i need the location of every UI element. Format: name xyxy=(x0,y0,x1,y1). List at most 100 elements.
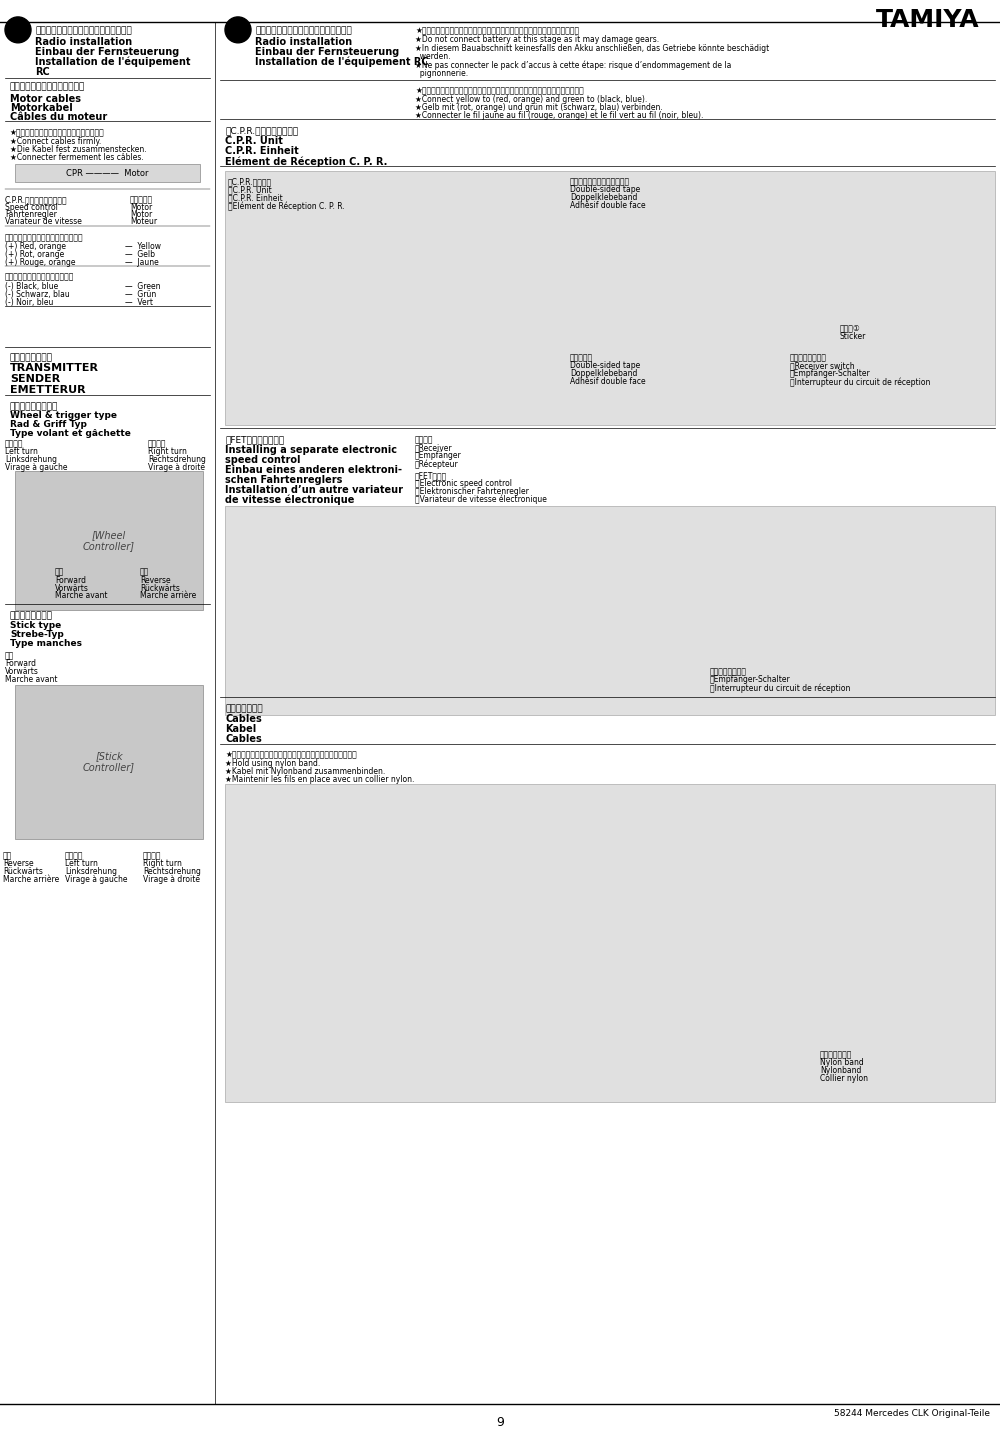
Text: Fahrtenregler: Fahrtenregler xyxy=(5,210,57,219)
Text: Doppelklebeband: Doppelklebeband xyxy=(570,193,637,202)
Text: Radio installation: Radio installation xyxy=(35,37,132,47)
Text: ＜ラジオコントロールメカのとりつけ＞: ＜ラジオコントロールメカのとりつけ＞ xyxy=(255,26,352,34)
Text: －（マイナス）コード（黒、青）: －（マイナス）コード（黒、青） xyxy=(5,273,74,282)
Text: ＜送信機の操作＞: ＜送信機の操作＞ xyxy=(10,353,53,362)
Text: Motor: Motor xyxy=(130,203,152,212)
Text: ★Maintenir les fils en place avec un collier nylon.: ★Maintenir les fils en place avec un col… xyxy=(225,774,414,784)
Text: —  Vert: — Vert xyxy=(125,298,153,306)
Text: 11: 11 xyxy=(9,23,27,36)
Text: C.P.R. Einheit: C.P.R. Einheit xyxy=(225,146,299,156)
Text: schen Fahrtenreglers: schen Fahrtenreglers xyxy=(225,475,342,485)
Text: Rückwärts: Rückwärts xyxy=(3,867,43,876)
Text: Cables: Cables xyxy=(225,734,262,744)
Text: RC: RC xyxy=(35,67,50,77)
Text: ★Die Kabel fest zusammenstecken.: ★Die Kabel fest zusammenstecken. xyxy=(10,146,147,155)
Text: (-) Schwarz, blau: (-) Schwarz, blau xyxy=(5,289,70,299)
Text: Right turn: Right turn xyxy=(148,446,187,456)
Bar xyxy=(15,471,203,611)
Text: ★Gelb mit (rot, orange) und grün mit (schwarz, blau) verbinden.: ★Gelb mit (rot, orange) und grün mit (sc… xyxy=(415,103,663,112)
Text: Radio installation: Radio installation xyxy=(255,37,352,47)
Text: Installation de l'équipement RC: Installation de l'équipement RC xyxy=(255,57,429,67)
Text: 左カーブ: 左カーブ xyxy=(65,851,84,860)
Text: ＞FETアンプ搭載例＜: ＞FETアンプ搭載例＜ xyxy=(225,435,284,444)
Text: EMETTERUR: EMETTERUR xyxy=(10,385,86,395)
Text: Motor cables: Motor cables xyxy=(10,93,81,103)
Text: Double-sided tape: Double-sided tape xyxy=(570,185,640,195)
Text: Kabel: Kabel xyxy=(225,724,256,734)
Text: —  Green: — Green xyxy=(125,282,160,290)
Text: ★Do not connect battery at this stage as it may damage gears.: ★Do not connect battery at this stage as… xyxy=(415,34,659,44)
Text: Marche arrière: Marche arrière xyxy=(3,876,59,884)
Text: 58244 Mercedes CLK Original-Teile: 58244 Mercedes CLK Original-Teile xyxy=(834,1410,990,1418)
Text: Double-sided tape: Double-sided tape xyxy=(570,362,640,371)
Text: Motor: Motor xyxy=(130,210,152,219)
Text: ＜ラジオコントロールメカのとりつけ＞: ＜ラジオコントロールメカのとりつけ＞ xyxy=(35,26,132,34)
Text: ．Empfänger-Schalter: ．Empfänger-Schalter xyxy=(710,675,791,684)
Text: 双面テープ: 双面テープ xyxy=(570,353,593,362)
Text: ★黄コードと赤（オレンジ）コード、緑コードと黒（青）コードをつなぎさす。: ★黄コードと赤（オレンジ）コード、緑コードと黒（青）コードをつなぎさす。 xyxy=(415,87,584,96)
Text: Sticker: Sticker xyxy=(840,332,866,341)
Text: 9: 9 xyxy=(496,1415,504,1430)
Text: Cables: Cables xyxy=(225,714,262,724)
Text: ．Elektronischer Fahrtenregler: ．Elektronischer Fahrtenregler xyxy=(415,487,529,497)
Text: ．Récepteur: ．Récepteur xyxy=(415,459,459,468)
Bar xyxy=(225,505,995,716)
Text: —  Jaune: — Jaune xyxy=(125,258,159,268)
Text: ★Ne pas connecter le pack d’accus à cette étape: risque d’endommagement de la: ★Ne pas connecter le pack d’accus à cett… xyxy=(415,60,731,70)
Text: TAMIYA: TAMIYA xyxy=(876,9,980,31)
Text: Reverse: Reverse xyxy=(140,575,171,584)
Text: ナイロンバンド: ナイロンバンド xyxy=(820,1050,852,1059)
Text: 後進: 後進 xyxy=(140,568,149,577)
Text: Virage à droite: Virage à droite xyxy=(143,876,200,884)
Text: speed control: speed control xyxy=(225,455,300,465)
Text: スティックタイプ: スティックタイプ xyxy=(10,611,53,621)
Text: ．Interrupteur du circuit de réception: ．Interrupteur du circuit de réception xyxy=(790,378,930,386)
Text: Virage à droite: Virage à droite xyxy=(148,464,205,472)
Text: ．C.P.R.ユニット: ．C.P.R.ユニット xyxy=(228,177,272,186)
Text: ＞C.P.R.ユニットの搭載＜: ＞C.P.R.ユニットの搭載＜ xyxy=(225,126,298,136)
Text: Câbles du moteur: Câbles du moteur xyxy=(10,112,107,122)
Bar xyxy=(15,165,200,182)
Text: Adhésif double face: Adhésif double face xyxy=(570,378,646,386)
Text: 後進: 後進 xyxy=(3,851,12,860)
Text: (-) Black, blue: (-) Black, blue xyxy=(5,282,58,290)
Text: ．受信機: ．受信機 xyxy=(415,435,434,444)
Text: ．Variateur de vitesse électronique: ．Variateur de vitesse électronique xyxy=(415,495,547,504)
Text: ★配線コードはジャマにならないようにていねいておきます。: ★配線コードはジャマにならないようにていねいておきます。 xyxy=(225,751,357,760)
Text: Type manches: Type manches xyxy=(10,640,82,648)
Text: ★Connecter fermement les câbles.: ★Connecter fermement les câbles. xyxy=(10,153,144,162)
Text: ★バッテリーをつないでモーターを回さないで下さい。ギヤーがこわれます。: ★バッテリーをつないでモーターを回さないで下さい。ギヤーがこわれます。 xyxy=(415,26,579,34)
Text: ★In diesem Bauabschnitt keinesfalls den Akku anschließen, das Getriebe könnte be: ★In diesem Bauabschnitt keinesfalls den … xyxy=(415,44,769,53)
Text: ．Electronic speed control: ．Electronic speed control xyxy=(415,479,512,488)
Text: 左カーブ: 左カーブ xyxy=(5,439,24,448)
Text: TRANSMITTER: TRANSMITTER xyxy=(10,363,99,373)
Text: Type volant et gâchette: Type volant et gâchette xyxy=(10,429,131,438)
Text: C.P.R. Unit: C.P.R. Unit xyxy=(225,136,283,146)
Text: Wheel & trigger type: Wheel & trigger type xyxy=(10,411,117,421)
Text: ．FETアンプ: ．FETアンプ xyxy=(415,471,447,479)
Text: (+) Red, orange: (+) Red, orange xyxy=(5,242,66,250)
Text: Nylonband: Nylonband xyxy=(820,1066,861,1076)
Text: —  Yellow: — Yellow xyxy=(125,242,161,250)
Text: Linksdrehung: Linksdrehung xyxy=(5,455,57,464)
Text: (-) Noir, bleu: (-) Noir, bleu xyxy=(5,298,53,306)
Text: Moteur: Moteur xyxy=(130,218,157,226)
Text: 双面テープでとりつけます。: 双面テープでとりつけます。 xyxy=(570,177,630,186)
Text: [Wheel
Controller]: [Wheel Controller] xyxy=(83,529,135,551)
Text: Strebe-Typ: Strebe-Typ xyxy=(10,630,64,640)
Text: ＋（プラス）コード（赤、オレンジ）: ＋（プラス）コード（赤、オレンジ） xyxy=(5,233,84,242)
Text: 前進: 前進 xyxy=(5,651,14,660)
Text: Doppelklebeband: Doppelklebeband xyxy=(570,369,637,378)
Text: ★Kabel mit Nylonband zusammenbinden.: ★Kabel mit Nylonband zusammenbinden. xyxy=(225,767,385,776)
Circle shape xyxy=(5,17,31,43)
Text: ．Empfänger-Schalter: ．Empfänger-Schalter xyxy=(790,369,871,378)
Text: 前進: 前進 xyxy=(55,568,64,577)
Text: ．Elément de Réception C. P. R.: ．Elément de Réception C. P. R. xyxy=(228,202,345,210)
Text: Variateur de vitesse: Variateur de vitesse xyxy=(5,218,82,226)
Text: ．Interrupteur du circuit de réception: ．Interrupteur du circuit de réception xyxy=(710,683,850,693)
Text: ★Hold using nylon band.: ★Hold using nylon band. xyxy=(225,758,320,768)
Text: Motorkabel: Motorkabel xyxy=(10,103,73,113)
Text: 右カーブ: 右カーブ xyxy=(148,439,166,448)
Text: (+) Rouge, orange: (+) Rouge, orange xyxy=(5,258,76,268)
Text: —  Grün: — Grün xyxy=(125,289,156,299)
